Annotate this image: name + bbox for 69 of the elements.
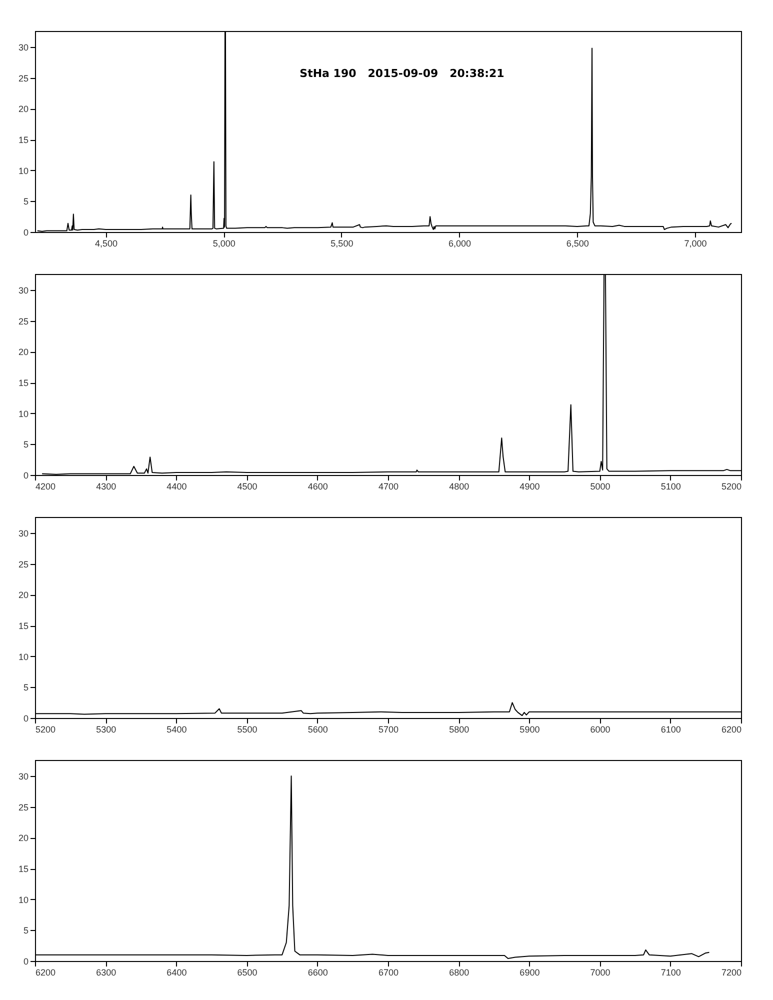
x-tick-label: 4800 (449, 482, 470, 492)
y-tick-label: 25 (18, 316, 28, 326)
x-tick-label: 5300 (96, 724, 116, 734)
y-tick-label: 20 (18, 104, 28, 114)
y-tick-label: 0 (23, 714, 28, 724)
x-tick-label: 6200 (721, 724, 742, 734)
x-tick-label: 5100 (660, 482, 681, 492)
x-tick-label: 7,000 (684, 238, 707, 248)
y-tick-label: 15 (18, 135, 28, 146)
x-tick-label: 6,500 (566, 238, 589, 248)
x-tick-label: 5200 (36, 724, 56, 734)
y-tick-label: 5 (23, 926, 28, 936)
y-tick-label: 0 (23, 228, 28, 238)
y-tick-label: 20 (18, 590, 28, 600)
x-tick-label: 7000 (590, 968, 610, 978)
x-tick-label: 4700 (378, 482, 399, 492)
line-series (35, 776, 710, 960)
x-tick-label: 4,500 (94, 238, 118, 248)
text: StHa 190 2015-09-09 20:38:21 (300, 67, 504, 80)
y-tick-label: 30 (18, 528, 28, 539)
y-tick-label: 10 (18, 894, 28, 905)
y-tick-label: 5 (23, 682, 28, 693)
x-tick-label: 4200 (36, 482, 56, 492)
y-tick-label: 30 (18, 772, 28, 782)
x-tick-label: 6000 (590, 724, 610, 734)
x-tick-label: 6200 (36, 968, 56, 978)
x-tick-label: 6600 (308, 968, 328, 978)
x-tick-label: 5000 (590, 482, 610, 492)
y-tick-label: 15 (18, 621, 28, 632)
y-tick-label: 30 (18, 42, 28, 53)
x-tick-label: 4900 (520, 482, 540, 492)
x-tick-label: 6100 (660, 724, 681, 734)
y-tick-label: 10 (18, 166, 28, 176)
x-tick-label: 5200 (721, 482, 742, 492)
y-tick-label: 15 (18, 378, 28, 388)
x-tick-label: 4300 (96, 482, 116, 492)
x-tick-label: 6900 (520, 968, 540, 978)
y-tick-label: 10 (18, 408, 28, 419)
x-tick-label: 6500 (237, 968, 258, 978)
y-tick-label: 15 (18, 864, 28, 874)
x-tick-label: 5900 (520, 724, 540, 734)
x-tick-label: 6400 (166, 968, 187, 978)
y-tick-label: 20 (18, 347, 28, 358)
y-tick-label: 0 (23, 956, 28, 966)
x-tick-label: 5400 (166, 724, 187, 734)
x-tick-label: 4400 (166, 482, 187, 492)
x-tick-label: 7200 (721, 968, 742, 978)
y-tick-label: 5 (23, 196, 28, 207)
x-tick-label: 5,500 (330, 238, 354, 248)
y-tick-label: 0 (23, 470, 28, 480)
x-tick-label: 5600 (308, 724, 328, 734)
y-tick-label: 5 (23, 440, 28, 450)
y-tick-label: 25 (18, 73, 28, 84)
x-tick-label: 7100 (660, 968, 681, 978)
y-tick-label: 10 (18, 652, 28, 662)
x-tick-label: 4500 (237, 482, 258, 492)
x-tick-label: 6,000 (448, 238, 472, 248)
x-tick-label: 6700 (378, 968, 399, 978)
y-tick-label: 20 (18, 833, 28, 844)
y-tick-label: 30 (18, 286, 28, 296)
y-tick-label: 25 (18, 559, 28, 570)
x-tick-label: 5,000 (212, 238, 236, 248)
x-tick-label: 5800 (449, 724, 470, 734)
x-tick-label: 5500 (237, 724, 258, 734)
x-tick-label: 6800 (449, 968, 470, 978)
x-tick-label: 6300 (96, 968, 116, 978)
x-tick-label: 5700 (378, 724, 399, 734)
x-tick-label: 4600 (308, 482, 328, 492)
y-tick-label: 25 (18, 802, 28, 812)
